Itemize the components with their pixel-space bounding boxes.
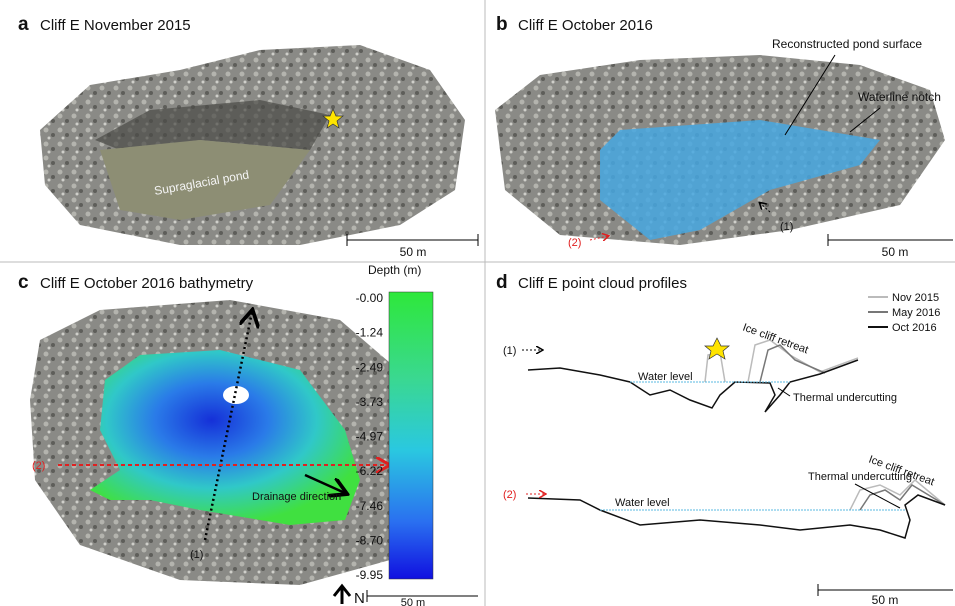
profile-may-2016 — [759, 344, 826, 383]
star — [322, 108, 344, 129]
notch-label: Waterline notch — [858, 90, 941, 104]
scale-bar — [827, 234, 953, 246]
scale-label: 50 m — [400, 245, 427, 259]
north-arrow — [332, 583, 352, 604]
leader — [849, 107, 881, 133]
profile-nov-2015 — [849, 478, 946, 511]
cliff-shadow — [95, 100, 330, 150]
panel-b: b Cliff E October 2016 Reconstructed pon… — [495, 14, 953, 259]
colorbar-tick-label: -0.00 — [356, 291, 384, 305]
colorbar-ticks: -0.00 -1.24 -2.49 -3.73 -4.97 -6.22 -7.46 -8.70… — [356, 291, 384, 582]
profile-oct-2016 — [527, 494, 946, 539]
colorbar — [388, 291, 434, 580]
colorbar-tick-label: -7.46 — [356, 499, 384, 513]
profile-arrow — [589, 236, 608, 240]
water-label: Water level — [615, 497, 670, 509]
scale-label: 50 m — [882, 245, 909, 259]
scale-label: 50 m — [401, 597, 425, 606]
profile-label: (1) — [190, 549, 203, 561]
pond — [100, 140, 310, 220]
panel-letter: c — [18, 272, 29, 293]
scale-bar — [346, 234, 479, 246]
north-label: N — [354, 590, 365, 606]
bathymetry — [90, 350, 360, 525]
colorbar-tick-label: -8.70 — [356, 533, 384, 547]
colorbar-tick-label: -2.49 — [356, 360, 384, 374]
undercut-label: Thermal undercutting — [808, 471, 912, 483]
retreat-label: Ice cliff retreat — [741, 322, 810, 357]
legend-label: Nov 2015 — [892, 292, 939, 304]
legend: Nov 2015 May 2016 Oct 2016 — [868, 292, 940, 334]
leader — [784, 54, 836, 136]
scale-label: 50 m — [872, 593, 899, 606]
panel-title: Cliff E November 2015 — [40, 17, 191, 34]
colorbar-tick-label: -3.73 — [356, 395, 384, 409]
leader — [854, 483, 901, 509]
island — [223, 386, 249, 404]
drainage-arrow — [304, 473, 345, 493]
panel-letter: b — [496, 14, 508, 35]
star — [704, 337, 730, 360]
pond-label: Reconstructed pond surface — [772, 37, 922, 51]
colorbar-tick-label: -4.97 — [356, 430, 384, 444]
scale-bar — [366, 590, 478, 602]
panel-letter: d — [496, 272, 508, 293]
colorbar-tick-label: -9.95 — [356, 568, 384, 582]
panel-d: d Cliff E point cloud profiles Nov 2015 M… — [496, 272, 953, 606]
profile-may-2016 — [859, 484, 946, 511]
profile-label: (2) — [32, 460, 45, 472]
profile-label: (2) — [503, 489, 516, 501]
undercut-label: Thermal undercutting — [793, 392, 897, 404]
profile-nov-2015 — [747, 339, 859, 383]
profile-label: (2) — [568, 237, 581, 249]
leader — [777, 387, 791, 397]
profile-label: (1) — [780, 221, 793, 233]
panel-title: Cliff E October 2016 — [518, 17, 653, 34]
panel-c: (1) (2) Drainage direction c Cliff E Oct… — [18, 263, 478, 606]
water-label: Water level — [638, 371, 693, 383]
colorbar-tick-label: -1.24 — [356, 326, 384, 340]
scale-bar — [817, 584, 953, 596]
profile-label: (1) — [503, 345, 516, 357]
colorbar-tick-label: -6.22 — [356, 464, 384, 478]
colorbar-title: Depth (m) — [368, 263, 421, 277]
legend-label: Oct 2016 — [892, 322, 937, 334]
pond — [600, 120, 880, 240]
profile-oct-2016 — [527, 359, 859, 413]
panel-a: Supraglacial pond a Cliff E November 201… — [18, 14, 479, 259]
panel-letter: a — [18, 14, 29, 35]
legend-label: May 2016 — [892, 307, 940, 319]
profile-line — [203, 312, 252, 541]
panel-title: Cliff E October 2016 bathymetry — [40, 275, 254, 292]
drainage-label: Drainage direction — [252, 491, 341, 503]
panel-title: Cliff E point cloud profiles — [518, 275, 687, 292]
